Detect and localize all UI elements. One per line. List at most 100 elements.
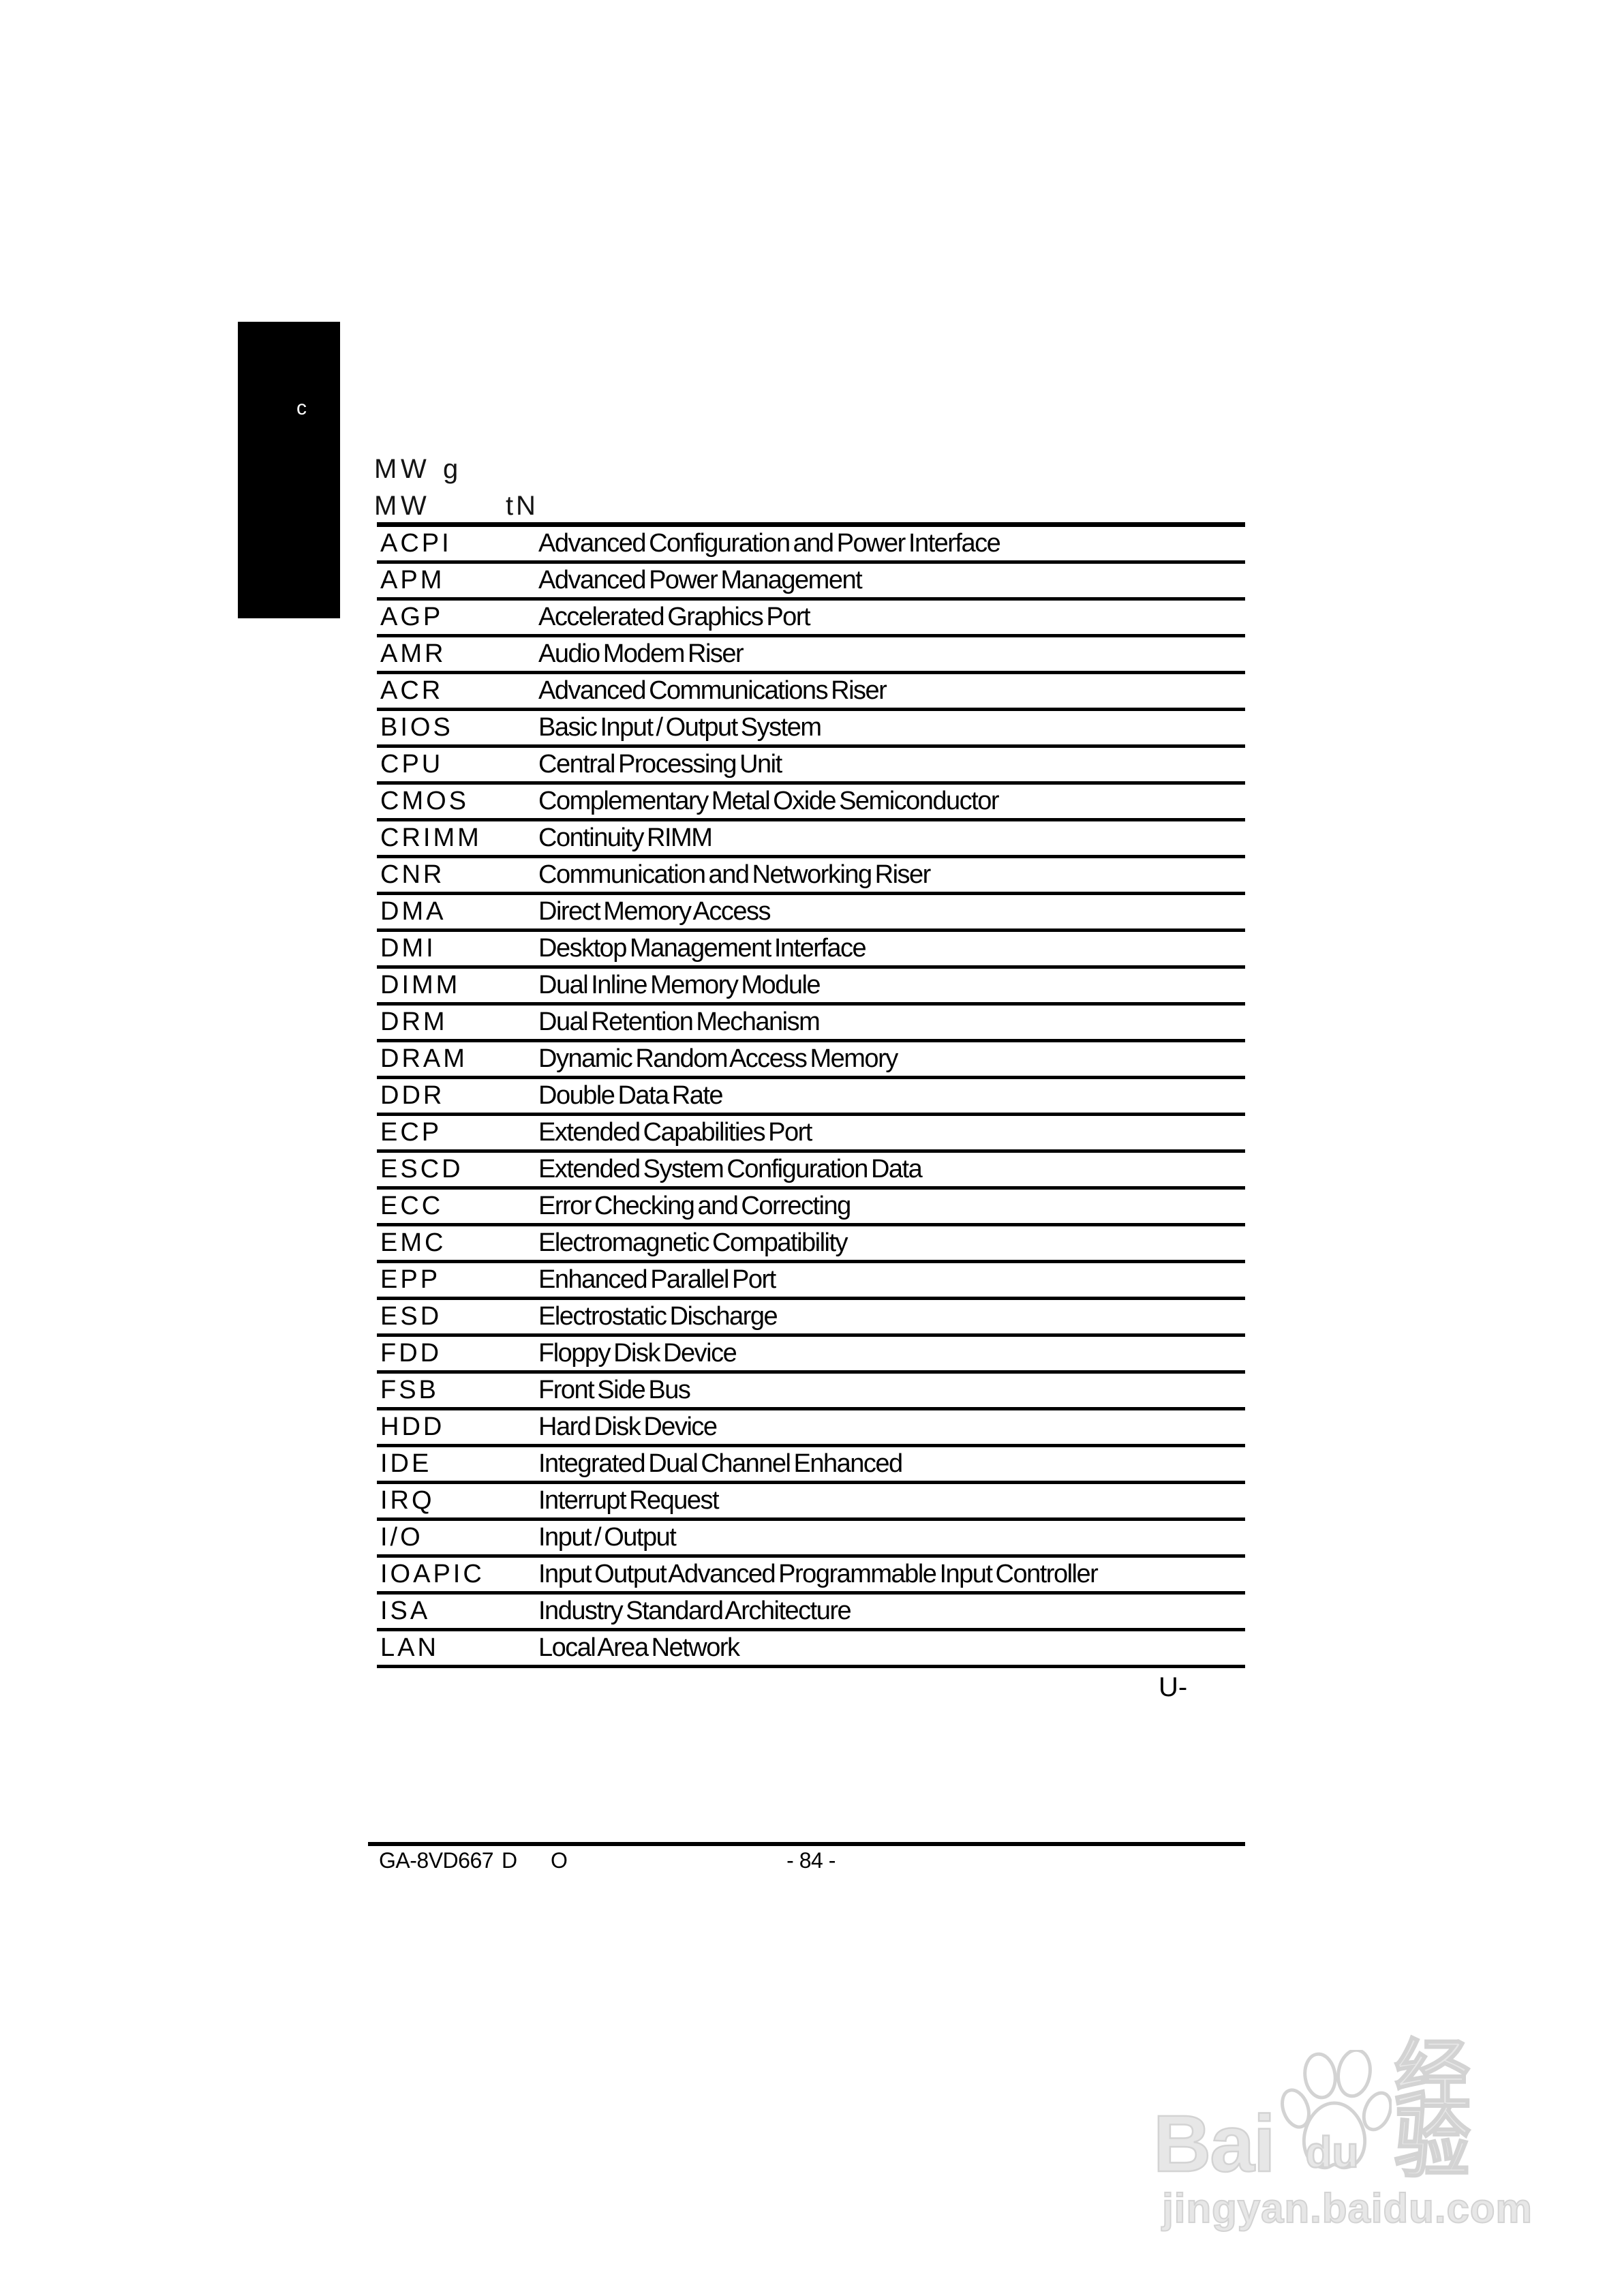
acronym-cell: DRAM <box>380 1044 468 1073</box>
meaning-cell: Extended Capabilities Port <box>538 1118 812 1147</box>
header-ghost-letter: M <box>374 454 397 484</box>
table-row: DIMM Dual Inline Memory Module <box>377 969 1245 1006</box>
table-row: DRAM Dynamic Random Access Memory <box>377 1042 1245 1079</box>
table-row: I/O Input / Output <box>377 1521 1245 1558</box>
meaning-cell: Dual Retention Mechanism <box>538 1008 821 1036</box>
table-row: ECC Error Checking and Correcting <box>377 1190 1245 1226</box>
acronym-cell: AGP <box>380 603 444 631</box>
meaning-cell: Input / Output <box>538 1523 677 1552</box>
acronym-cell: IOAPIC <box>380 1560 485 1588</box>
table-row: HDD Hard Disk Device <box>377 1410 1245 1447</box>
meaning-cell: Industry Standard Architecture <box>538 1597 852 1625</box>
meaning-cell: Dual Inline Memory Module <box>538 971 821 999</box>
acronym-cell: LAN <box>380 1633 439 1662</box>
header-ghost-letter: M <box>374 491 397 521</box>
acronym-cell: IRQ <box>380 1486 435 1515</box>
watermark-jingyan-text: 经验 <box>1393 2033 1473 2186</box>
header-ghost-letter: t <box>506 491 514 521</box>
table-row: APM Advanced Power Management <box>377 564 1245 601</box>
table-row: FDD Floppy Disk Device <box>377 1337 1245 1374</box>
footer-text-fragment: D <box>502 1848 517 1873</box>
table-row: IDE Integrated Dual Channel Enhanced <box>377 1447 1245 1484</box>
header-ghost-letter: W <box>401 454 427 484</box>
table-row: CMOS Complementary Metal Oxide Semiconduc… <box>377 785 1245 821</box>
table-row: DRM Dual Retention Mechanism <box>377 1006 1245 1042</box>
watermark-du-text: du <box>1304 2128 1360 2177</box>
acronym-cell: ESD <box>380 1302 442 1331</box>
table-row: IOAPIC Input Output Advanced Programmable… <box>377 1558 1245 1595</box>
table-row: EPP Enhanced Parallel Port <box>377 1263 1245 1300</box>
meaning-cell: Extended System Configuration Data <box>538 1155 923 1183</box>
acronym-cell: IDE <box>380 1449 432 1478</box>
table-row: DDR Double Data Rate <box>377 1079 1245 1116</box>
acronym-cell: FDD <box>380 1339 442 1368</box>
table-row: DMA Direct Memory Access <box>377 895 1245 932</box>
header-ghost-letter: N <box>516 491 536 521</box>
meaning-cell: Audio Modem Riser <box>538 639 744 668</box>
meaning-cell: Double Data Rate <box>538 1081 724 1110</box>
watermark-url: jingyan.baidu.com <box>1161 2186 1533 2231</box>
acronym-cell: CRIMM <box>380 824 482 852</box>
header-ghost-letter: g <box>443 454 459 484</box>
watermark-logo: Bai du 经验 <box>1152 2033 1542 2189</box>
meaning-cell: Integrated Dual Channel Enhanced <box>538 1449 903 1478</box>
meaning-cell: Desktop Management Interface <box>538 934 867 963</box>
acronym-cell: BIOS <box>380 713 453 742</box>
meaning-cell: Error Checking and Correcting <box>538 1192 851 1220</box>
acronym-cell: DRM <box>380 1008 448 1036</box>
baidu-paw-icon: du <box>1277 2050 1392 2178</box>
table-row: ISA Industry Standard Architecture <box>377 1595 1245 1631</box>
meaning-cell: Complementary Metal Oxide Semiconductor <box>538 787 1000 815</box>
table-row: ECP Extended Capabilities Port <box>377 1116 1245 1153</box>
acronym-cell: CNR <box>380 860 445 889</box>
meaning-cell: Advanced Power Management <box>538 566 863 594</box>
acronym-cell: CMOS <box>380 787 469 815</box>
acronym-cell: CPU <box>380 750 444 779</box>
meaning-cell: Hard Disk Device <box>538 1413 718 1441</box>
meaning-cell: Electrostatic Discharge <box>538 1302 778 1331</box>
table-row: FSB Front Side Bus <box>377 1374 1245 1410</box>
acronym-table: ACPI Advanced Configuration and Power Int… <box>377 522 1245 1668</box>
meaning-cell: Continuity RIMM <box>538 824 713 852</box>
table-row: ACR Advanced Communications Riser <box>377 674 1245 711</box>
watermark-bai-text: Bai <box>1152 2099 1276 2189</box>
meaning-cell: Basic Input / Output System <box>538 713 822 742</box>
meaning-cell: Advanced Configuration and Power Interfa… <box>538 529 1001 558</box>
meaning-cell: Front Side Bus <box>538 1376 691 1404</box>
meaning-cell: Communication and Networking Riser <box>538 860 931 889</box>
footer-model-number: GA-8VD667 <box>379 1848 494 1873</box>
table-row: CPU Central Processing Unit <box>377 748 1245 785</box>
acronym-cell: ESCD <box>380 1155 463 1183</box>
meaning-cell: Advanced Communications Riser <box>538 676 887 705</box>
meaning-cell: Interrupt Request <box>538 1486 720 1515</box>
acronym-cell: EPP <box>380 1265 441 1294</box>
baidu-jingyan-watermark: Bai du 经验 jingyan.baidu.com <box>1152 2033 1542 2231</box>
meaning-cell: Floppy Disk Device <box>538 1339 737 1368</box>
table-row: CNR Communication and Networking Riser <box>377 858 1245 895</box>
chapter-tab: c <box>238 322 340 618</box>
meaning-cell: Central Processing Unit <box>538 750 782 779</box>
acronym-cell: EMC <box>380 1228 446 1257</box>
acronym-cell: AMR <box>380 639 446 668</box>
footer-text-fragment: O <box>551 1848 568 1873</box>
acronym-cell: I/O <box>380 1523 423 1552</box>
meaning-cell: Enhanced Parallel Port <box>538 1265 776 1294</box>
header-ghost-letter: W <box>401 491 427 521</box>
acronym-cell: DDR <box>380 1081 445 1110</box>
meaning-cell: Local Area Network <box>538 1633 740 1662</box>
table-row: EMC Electromagnetic Compatibility <box>377 1226 1245 1263</box>
acronym-cell: ECP <box>380 1118 442 1147</box>
footer-rule <box>368 1842 1245 1846</box>
table-row: DMI Desktop Management Interface <box>377 932 1245 969</box>
acronym-cell: DIMM <box>380 971 461 999</box>
meaning-cell: Direct Memory Access <box>538 897 771 926</box>
table-row: AGP Accelerated Graphics Port <box>377 601 1245 637</box>
meaning-cell: Dynamic Random Access Memory <box>538 1044 898 1073</box>
acronym-cell: ISA <box>380 1597 431 1625</box>
acronym-cell: HDD <box>380 1413 445 1441</box>
acronym-cell: DMI <box>380 934 436 963</box>
meaning-cell: Input Output Advanced Programmable Input… <box>538 1560 1099 1588</box>
table-row: ACPI Advanced Configuration and Power Int… <box>377 527 1245 564</box>
table-row: BIOS Basic Input / Output System <box>377 711 1245 748</box>
